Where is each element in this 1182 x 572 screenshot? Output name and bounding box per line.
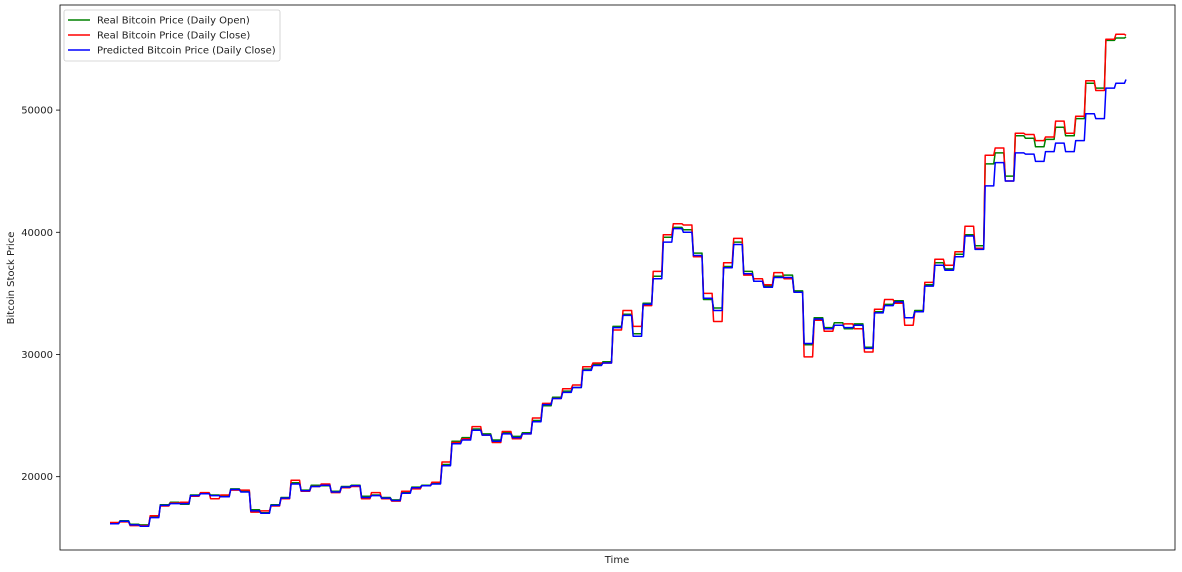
legend-label-1: Real Bitcoin Price (Daily Close) (97, 31, 250, 42)
legend-box (63, 9, 281, 62)
y-tick-label: 30000 (21, 350, 53, 361)
series-line-2 (110, 79, 1127, 527)
y-axis-ticks: 20000 30000 40000 50000 (21, 106, 60, 483)
legend-label-0: Real Bitcoin Price (Daily Open) (97, 16, 250, 27)
y-axis-label: Bitcoin Stock Price (6, 232, 17, 325)
series-lines (110, 33, 1127, 527)
y-tick-label: 50000 (21, 106, 53, 117)
legend: Real Bitcoin Price (Daily Open) Real Bitc… (63, 9, 281, 62)
y-tick-label: 40000 (21, 228, 53, 239)
y-tick-label: 20000 (21, 472, 53, 483)
x-axis-label: Time (604, 555, 629, 566)
legend-label-2: Predicted Bitcoin Price (Daily Close) (97, 46, 276, 57)
plot-background (59, 4, 1176, 551)
